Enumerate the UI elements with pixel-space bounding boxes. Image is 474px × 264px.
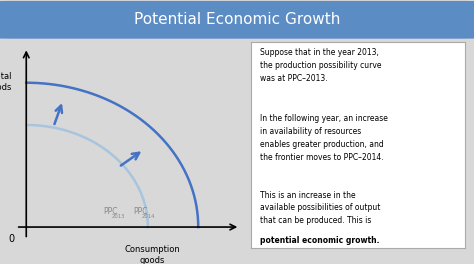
Text: Consumption
goods: Consumption goods	[124, 245, 180, 264]
Text: Potential Economic Growth: Potential Economic Growth	[134, 12, 340, 27]
Text: Capital
goods: Capital goods	[0, 72, 11, 92]
Text: PPC: PPC	[133, 207, 148, 216]
Text: 2014: 2014	[142, 214, 155, 219]
Text: This is an increase in the
available possibilities of output
that can be produce: This is an increase in the available pos…	[260, 191, 380, 225]
Text: PPC: PPC	[103, 207, 117, 216]
Text: Suppose that in the year 2013,
the production possibility curve
was at PPC–2013.: Suppose that in the year 2013, the produ…	[260, 48, 381, 83]
Text: potential economic growth.: potential economic growth.	[260, 236, 379, 245]
Text: 2013: 2013	[111, 214, 125, 219]
Text: In the following year, an increase
in availability of resources
enables greater : In the following year, an increase in av…	[260, 114, 388, 162]
FancyBboxPatch shape	[0, 1, 474, 39]
Text: 0: 0	[9, 234, 15, 244]
